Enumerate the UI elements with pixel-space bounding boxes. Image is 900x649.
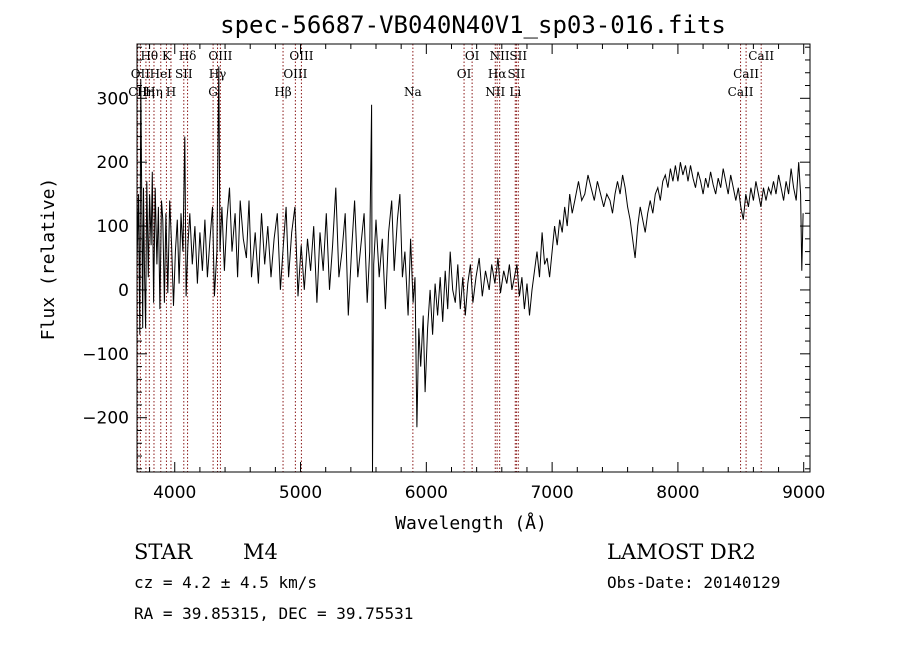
line-label: Hδ [179, 49, 197, 63]
line-label: CII [128, 85, 147, 99]
y-tick-label: 0 [118, 281, 129, 301]
x-tick-label: 4000 [153, 483, 196, 503]
object-type: STAR [134, 540, 193, 564]
line-label: HeI [150, 67, 173, 81]
chart-title: spec-56687-VB040N40V1_sp03-016.fits [220, 11, 726, 39]
line-markers [137, 44, 762, 472]
y-tick-label: 200 [97, 153, 129, 173]
line-label: G [208, 85, 218, 99]
line-label: SII [175, 67, 193, 81]
line-label: Hη [145, 85, 163, 99]
y-tick-label: 100 [97, 217, 129, 237]
spectrum-line [136, 66, 804, 473]
axis-ticks [137, 44, 810, 472]
line-label: SII [508, 67, 526, 81]
line-label: Hη [137, 85, 155, 99]
line-label: OIII [289, 49, 313, 63]
line-label: OIII [283, 67, 307, 81]
observation-date: Obs-Date: 20140129 [607, 573, 781, 592]
line-label: Hθ [140, 49, 158, 63]
y-axis-label: Flux (relative) [38, 178, 59, 341]
line-label: CaII [728, 85, 754, 99]
line-label: OII [131, 67, 151, 81]
line-label: CaII [733, 67, 759, 81]
line-label: OI [465, 49, 480, 63]
line-label: OI [457, 67, 472, 81]
x-tick-label: 8000 [656, 483, 699, 503]
x-axis-label: Wavelength (Å) [395, 512, 547, 534]
line-label: K [162, 49, 172, 63]
x-tick-label: 6000 [405, 483, 448, 503]
line-label: Hβ [274, 85, 291, 99]
y-tick-label: −200 [82, 409, 129, 429]
line-label: CaII [748, 49, 774, 63]
survey-name: LAMOST DR2 [607, 540, 756, 564]
redshift-text: cz = 4.2 ± 4.5 km/s [134, 573, 318, 592]
line-label: Li [509, 85, 521, 99]
line-labels: CII OII Hη Hθ Hη HeI K H SII Hδ G Hγ OIII Hβ OIII OIII N… [128, 49, 774, 99]
line-label: Hγ [209, 67, 227, 81]
line-label: Hα [488, 67, 507, 81]
line-label: Na [404, 85, 422, 99]
x-tick-label: 7000 [530, 483, 573, 503]
line-label: NII [490, 49, 510, 63]
plot-frame [136, 43, 811, 473]
line-label: NII [485, 85, 505, 99]
x-tick-label: 5000 [279, 483, 322, 503]
tick-labels: 4000 5000 6000 7000 8000 9000 −200 −100 0 100 200 3… [82, 89, 825, 503]
x-tick-label: 9000 [782, 483, 825, 503]
line-label: OIII [208, 49, 232, 63]
line-label: H [166, 85, 176, 99]
line-label: SII [509, 49, 527, 63]
y-tick-label: 300 [97, 89, 129, 109]
coordinates-text: RA = 39.85315, DEC = 39.75531 [134, 604, 414, 623]
y-tick-label: −100 [82, 345, 129, 365]
object-subclass: M4 [243, 540, 278, 564]
